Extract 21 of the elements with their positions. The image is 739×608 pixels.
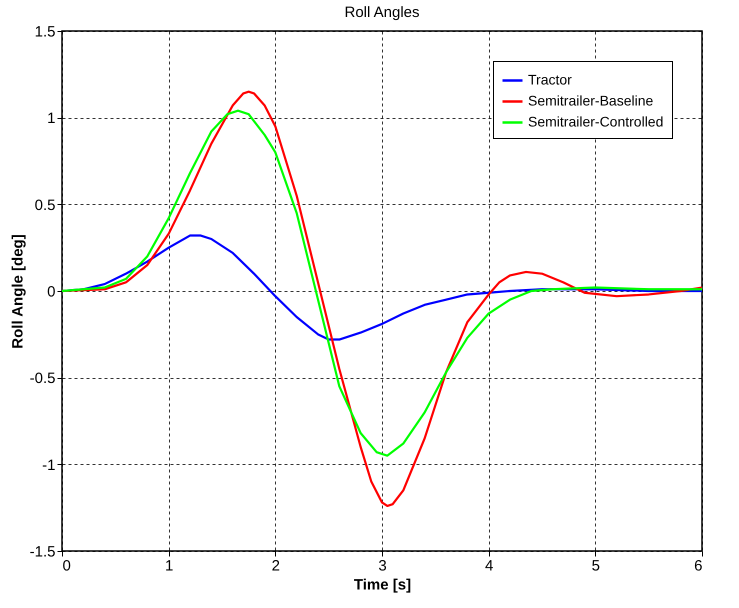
x-tick-label: 5 xyxy=(592,558,600,574)
legend-label: Semitrailer-Controlled xyxy=(528,114,664,130)
y-tick-label: -1.5 xyxy=(30,544,56,560)
legend-label: Semitrailer-Baseline xyxy=(528,92,654,108)
y-tick-label: -1 xyxy=(42,456,56,474)
y-tick-label: 0.5 xyxy=(34,196,56,214)
x-tick-label: 1 xyxy=(164,558,174,574)
y-tick-label: -0.5 xyxy=(30,370,56,388)
x-tick-label: 3 xyxy=(378,558,387,574)
x-tick-label: 4 xyxy=(484,558,494,574)
legend-label: Tractor xyxy=(528,72,572,88)
x-axis-title: Time [s] xyxy=(354,576,412,594)
x-tick-label: 6 xyxy=(694,558,702,574)
y-axis-title: Roll Angle [deg] xyxy=(10,234,27,349)
y-tick-label: 1.5 xyxy=(34,24,56,40)
line-series xyxy=(62,110,702,457)
y-tick-label: 1 xyxy=(47,110,56,128)
chart-title: Roll Angles xyxy=(344,4,420,21)
y-tick-label: 0 xyxy=(47,284,56,300)
x-tick-label: 2 xyxy=(272,558,280,574)
x-tick-label: 0 xyxy=(62,558,71,574)
